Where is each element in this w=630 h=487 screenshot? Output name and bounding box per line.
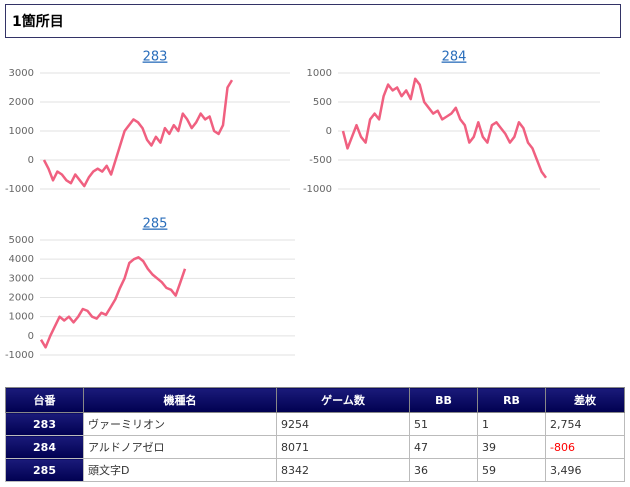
chart-title[interactable]: 283 [143, 50, 168, 65]
y-tick-label: -1000 [303, 184, 332, 195]
y-tick-label: 2000 [9, 97, 34, 108]
data-line [39, 256, 187, 349]
y-tick-label: -500 [309, 155, 332, 166]
cell: 頭文字D [83, 458, 277, 482]
cell: 8342 [276, 458, 410, 482]
cell: 1 [477, 412, 546, 436]
y-tick-label: 0 [326, 126, 332, 137]
y-tick-label: 2000 [9, 293, 34, 304]
cell: 285 [5, 458, 84, 482]
cell: 2,754 [545, 412, 625, 436]
y-tick-label: 4000 [9, 254, 34, 265]
column-header: BB [409, 387, 478, 413]
cell: ヴァーミリオン [83, 412, 277, 436]
column-header: 機種名 [83, 387, 277, 413]
data-line [341, 77, 548, 179]
charts: 283 -1000 0 1000 2000 3000 284 -1000 -500 0 500 100… [5, 50, 600, 361]
cell: 9254 [276, 412, 410, 436]
y-tick-label: 0 [28, 331, 34, 342]
cell: 8071 [276, 435, 410, 459]
cell: 3,496 [545, 458, 625, 482]
y-tick-label: -1000 [5, 184, 34, 195]
y-tick-label: 1000 [9, 126, 34, 137]
y-tick-label: 0 [28, 155, 34, 166]
chart-title[interactable]: 285 [143, 217, 168, 232]
cell: 51 [409, 412, 478, 436]
y-tick-label: -1000 [5, 350, 34, 361]
data-line [42, 79, 234, 188]
cell: 36 [409, 458, 478, 482]
column-header: RB [477, 387, 546, 413]
y-tick-label: 1000 [9, 312, 34, 323]
column-header: 台番 [5, 387, 84, 413]
cell: -806 [545, 435, 625, 459]
column-header: ゲーム数 [276, 387, 410, 413]
y-tick-label: 3000 [9, 273, 34, 284]
y-tick-label: 3000 [9, 68, 34, 79]
cell: 284 [5, 435, 84, 459]
column-header: 差枚 [545, 387, 625, 413]
section-title: 1箇所目 [5, 4, 621, 38]
cell: 59 [477, 458, 546, 482]
cell: 283 [5, 412, 84, 436]
cell: アルドノアゼロ [83, 435, 277, 459]
cell: 39 [477, 435, 546, 459]
y-tick-label: 1000 [307, 68, 332, 79]
cell: 47 [409, 435, 478, 459]
y-tick-label: 5000 [9, 235, 34, 246]
chart-title[interactable]: 284 [442, 50, 467, 65]
y-tick-label: 500 [313, 97, 332, 108]
data-table: 台番 機種名 ゲーム数 BB RB 差枚 283 ヴァーミリオン 9254 51… [5, 387, 625, 482]
